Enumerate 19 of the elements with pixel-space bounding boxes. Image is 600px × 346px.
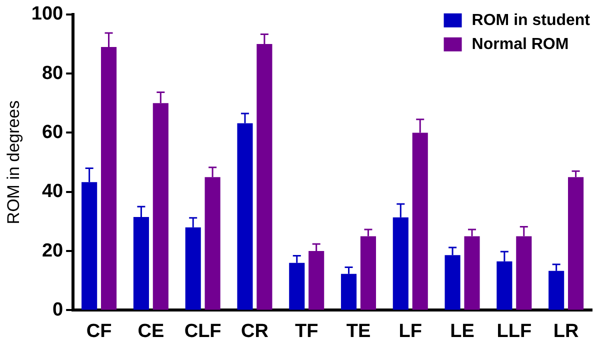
y-tick-label: 80: [42, 62, 64, 84]
y-tick-label: 0: [52, 299, 64, 320]
legend-label: Normal ROM: [472, 36, 569, 53]
x-tick-label: TE: [346, 320, 371, 342]
y-tick-label: 100: [31, 4, 64, 25]
x-tick-label: CF: [86, 320, 112, 342]
x-tick-label: LR: [553, 320, 579, 342]
x-tick-label: LE: [450, 320, 474, 342]
legend-label: ROM in student: [472, 12, 591, 29]
y-tick-label: 20: [42, 240, 64, 262]
x-tick-label: LLF: [496, 320, 532, 342]
y-tick-label: 40: [42, 181, 64, 202]
x-tick-label: CE: [138, 320, 164, 342]
x-tick-label: CR: [240, 320, 269, 342]
y-axis-title: ROM in degrees: [4, 100, 23, 224]
x-tick-label: LF: [398, 320, 422, 342]
x-tick-label: TF: [294, 320, 318, 342]
x-tick-label: CLF: [184, 320, 222, 342]
y-tick-label: 60: [42, 122, 64, 143]
